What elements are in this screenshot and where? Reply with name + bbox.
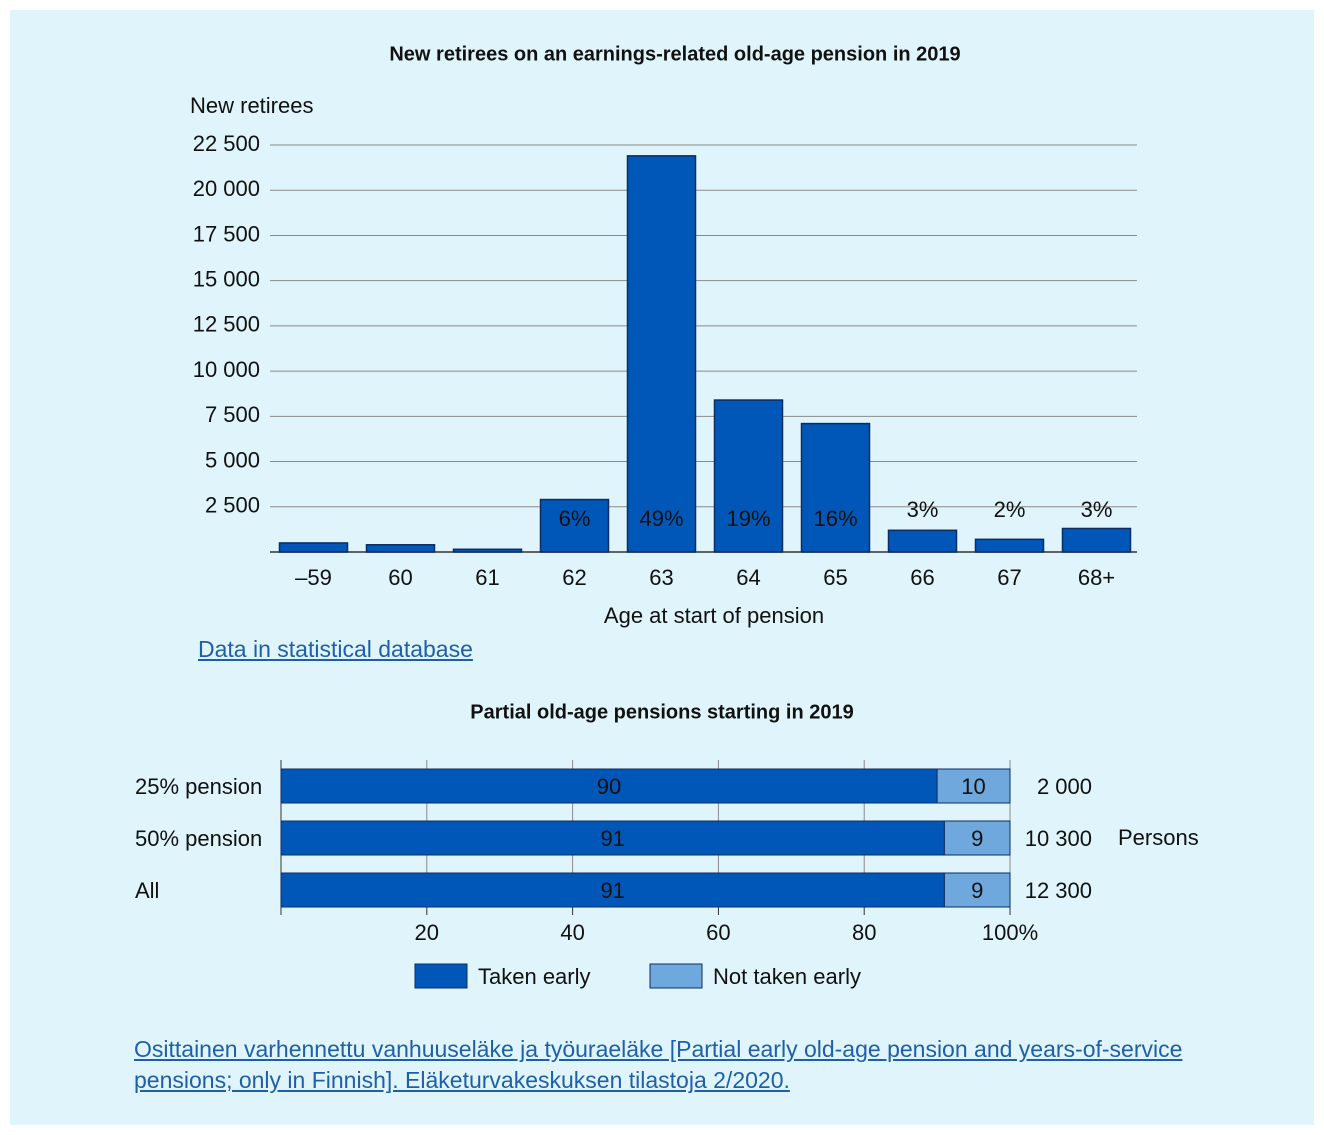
bar-segment <box>936 768 1011 804</box>
source-link[interactable]: Osittainen varhennettu vanhuuseläke ja t… <box>134 1036 1183 1093</box>
x-tick-label: 60 <box>388 565 412 590</box>
legend-swatch <box>414 963 468 989</box>
x-tick-label: 40 <box>560 920 584 945</box>
legend-label: Taken early <box>478 964 591 989</box>
y-tick-label: 10 000 <box>193 357 260 382</box>
x-tick-label: 60 <box>706 920 730 945</box>
bar-segment <box>280 872 945 908</box>
total-label: 12 300 <box>1025 878 1092 903</box>
y-axis-label: New retirees <box>190 93 313 118</box>
data-label: 9 <box>971 878 983 903</box>
bar <box>278 542 349 553</box>
y-tick-label: 22 500 <box>193 131 260 156</box>
y-tick-label: 2 500 <box>205 493 260 518</box>
x-tick-label: 64 <box>736 565 760 590</box>
x-tick-label: 67 <box>997 565 1021 590</box>
legend-swatch <box>649 963 703 989</box>
x-tick-label: 100% <box>982 920 1038 945</box>
bar <box>800 422 871 553</box>
category-label: 25% pension <box>135 774 262 799</box>
y-tick-label: 12 500 <box>193 312 260 337</box>
x-tick-label: 20 <box>415 920 439 945</box>
bar <box>1061 527 1132 553</box>
x-tick-label: –59 <box>295 565 332 590</box>
bar <box>452 548 523 553</box>
x-tick-label: 62 <box>562 565 586 590</box>
data-label: 90 <box>597 774 621 799</box>
y-tick-label: 15 000 <box>193 266 260 291</box>
x-tick-label: 61 <box>475 565 499 590</box>
data-label: 6% <box>559 506 591 531</box>
bar-segment <box>943 820 1011 856</box>
category-label: 50% pension <box>135 826 262 851</box>
data-label: 91 <box>600 878 624 903</box>
x-tick-label: 68+ <box>1078 565 1115 590</box>
bar <box>626 155 697 553</box>
category-label: All <box>135 878 159 903</box>
data-label: 3% <box>1081 497 1113 522</box>
data-label: 9 <box>971 826 983 851</box>
data-label: 91 <box>600 826 624 851</box>
bar-segment <box>943 872 1011 908</box>
data-label: 10 <box>961 774 985 799</box>
data-label: 2% <box>994 497 1026 522</box>
x-tick-label: 66 <box>910 565 934 590</box>
bar <box>887 529 958 553</box>
bar <box>539 498 610 553</box>
legend-label: Not taken early <box>713 964 861 989</box>
x-axis-label: Age at start of pension <box>604 603 824 628</box>
x-tick-label: 65 <box>823 565 847 590</box>
y-tick-label: 5 000 <box>205 447 260 472</box>
bar <box>713 399 784 553</box>
data-label: 16% <box>813 506 857 531</box>
chart-title: New retirees on an earnings-related old-… <box>389 43 960 65</box>
totals-unit: Persons <box>1118 825 1199 850</box>
x-tick-label: 80 <box>852 920 876 945</box>
bar <box>974 538 1045 553</box>
y-tick-label: 17 500 <box>193 221 260 246</box>
chart-title: Partial old-age pensions starting in 201… <box>470 701 853 723</box>
y-tick-label: 20 000 <box>193 176 260 201</box>
data-label: 19% <box>726 506 770 531</box>
bar-segment <box>280 768 938 804</box>
data-label: 49% <box>639 506 683 531</box>
data-label: 3% <box>907 497 939 522</box>
total-label: 10 300 <box>1025 826 1092 851</box>
x-tick-label: 63 <box>649 565 673 590</box>
y-tick-label: 7 500 <box>205 402 260 427</box>
database-link[interactable]: Data in statistical database <box>198 636 473 662</box>
total-label: 2 000 <box>1037 774 1092 799</box>
bar <box>365 544 436 553</box>
